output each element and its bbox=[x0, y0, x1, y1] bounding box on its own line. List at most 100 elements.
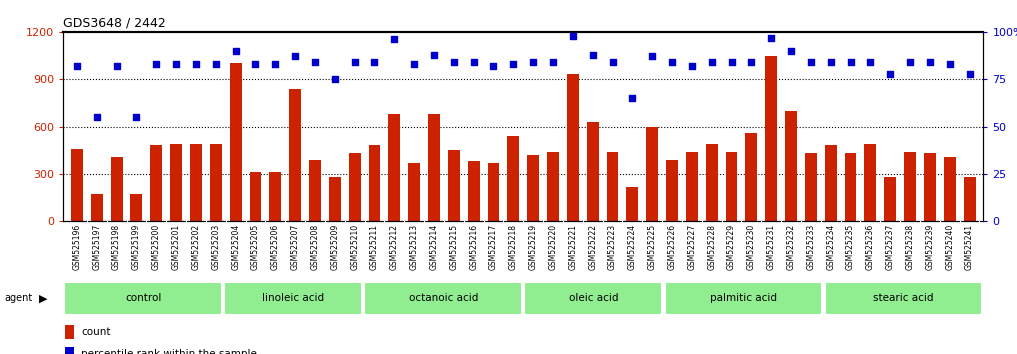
Bar bbox=[804, 153, 817, 221]
Text: GSM525224: GSM525224 bbox=[627, 224, 637, 270]
Text: octanoic acid: octanoic acid bbox=[409, 293, 478, 303]
Bar bbox=[566, 74, 579, 221]
Bar bbox=[210, 144, 222, 221]
Text: GSM525203: GSM525203 bbox=[212, 224, 221, 270]
Bar bbox=[606, 152, 618, 221]
Point bbox=[942, 61, 958, 67]
Text: GSM525229: GSM525229 bbox=[727, 224, 736, 270]
Point bbox=[545, 59, 561, 65]
Bar bbox=[91, 194, 103, 221]
Text: GSM525205: GSM525205 bbox=[251, 224, 260, 270]
Point bbox=[723, 59, 739, 65]
Bar bbox=[170, 144, 182, 221]
Point bbox=[445, 59, 462, 65]
Point bbox=[823, 59, 839, 65]
Text: ▶: ▶ bbox=[39, 293, 47, 303]
Bar bbox=[646, 127, 658, 221]
Point bbox=[88, 114, 105, 120]
Bar bbox=[270, 172, 282, 221]
Text: GSM525230: GSM525230 bbox=[746, 224, 756, 270]
Text: GSM525240: GSM525240 bbox=[945, 224, 954, 270]
Point bbox=[168, 61, 184, 67]
Bar bbox=[527, 155, 539, 221]
Point bbox=[466, 59, 482, 65]
Point bbox=[347, 59, 363, 65]
Point bbox=[247, 61, 263, 67]
Bar bbox=[447, 150, 460, 221]
Text: GSM525201: GSM525201 bbox=[172, 224, 181, 270]
Bar bbox=[111, 156, 123, 221]
Point bbox=[585, 52, 601, 57]
Point bbox=[267, 61, 284, 67]
Point bbox=[763, 35, 779, 40]
Point bbox=[386, 36, 403, 42]
Text: GSM525238: GSM525238 bbox=[905, 224, 914, 270]
Bar bbox=[507, 136, 520, 221]
Bar bbox=[547, 152, 559, 221]
Point bbox=[485, 63, 501, 69]
Point bbox=[664, 59, 680, 65]
Text: GSM525207: GSM525207 bbox=[291, 224, 300, 270]
Text: GSM525218: GSM525218 bbox=[508, 224, 518, 270]
Bar bbox=[884, 177, 896, 221]
Point bbox=[921, 59, 938, 65]
Text: GSM525198: GSM525198 bbox=[112, 224, 121, 270]
Point bbox=[902, 59, 918, 65]
Point bbox=[862, 59, 879, 65]
Bar bbox=[349, 153, 361, 221]
Text: GSM525236: GSM525236 bbox=[865, 224, 875, 270]
Text: GSM525223: GSM525223 bbox=[608, 224, 617, 270]
Bar bbox=[468, 161, 480, 221]
Text: GSM525227: GSM525227 bbox=[687, 224, 697, 270]
Text: oleic acid: oleic acid bbox=[569, 293, 618, 303]
Bar bbox=[864, 144, 877, 221]
Bar bbox=[289, 89, 301, 221]
Point bbox=[802, 59, 819, 65]
Text: GDS3648 / 2442: GDS3648 / 2442 bbox=[63, 16, 166, 29]
Bar bbox=[666, 160, 678, 221]
Point bbox=[525, 59, 541, 65]
Text: GSM525209: GSM525209 bbox=[331, 224, 340, 270]
Bar bbox=[428, 114, 440, 221]
Bar bbox=[151, 145, 163, 221]
FancyBboxPatch shape bbox=[225, 282, 362, 315]
Text: palmitic acid: palmitic acid bbox=[710, 293, 777, 303]
Point bbox=[366, 59, 382, 65]
Bar bbox=[249, 172, 261, 221]
Text: GSM525237: GSM525237 bbox=[886, 224, 895, 270]
Text: GSM525234: GSM525234 bbox=[826, 224, 835, 270]
Text: GSM525196: GSM525196 bbox=[72, 224, 81, 270]
Point bbox=[148, 61, 165, 67]
Text: GSM525200: GSM525200 bbox=[152, 224, 161, 270]
FancyBboxPatch shape bbox=[825, 282, 982, 315]
Bar bbox=[685, 152, 698, 221]
Text: GSM525216: GSM525216 bbox=[469, 224, 478, 270]
Point bbox=[961, 71, 977, 76]
Bar bbox=[844, 153, 856, 221]
Text: percentile rank within the sample: percentile rank within the sample bbox=[81, 349, 257, 354]
Text: GSM525226: GSM525226 bbox=[667, 224, 676, 270]
Point bbox=[69, 63, 85, 69]
Point bbox=[307, 59, 323, 65]
Bar bbox=[71, 149, 83, 221]
Bar bbox=[190, 144, 202, 221]
Point bbox=[604, 59, 620, 65]
Text: agent: agent bbox=[4, 293, 33, 303]
Text: GSM525225: GSM525225 bbox=[648, 224, 657, 270]
Text: GSM525211: GSM525211 bbox=[370, 224, 379, 270]
Text: GSM525214: GSM525214 bbox=[429, 224, 438, 270]
Bar bbox=[408, 163, 420, 221]
Bar bbox=[785, 111, 797, 221]
Bar bbox=[765, 56, 777, 221]
Point bbox=[564, 33, 581, 39]
Text: GSM525213: GSM525213 bbox=[410, 224, 419, 270]
FancyBboxPatch shape bbox=[525, 282, 662, 315]
Text: GSM525239: GSM525239 bbox=[925, 224, 935, 270]
Point bbox=[644, 54, 660, 59]
FancyBboxPatch shape bbox=[364, 282, 522, 315]
Bar bbox=[587, 122, 599, 221]
Bar bbox=[745, 133, 758, 221]
Text: GSM525210: GSM525210 bbox=[350, 224, 359, 270]
Text: GSM525208: GSM525208 bbox=[310, 224, 319, 270]
Text: GSM525215: GSM525215 bbox=[450, 224, 459, 270]
